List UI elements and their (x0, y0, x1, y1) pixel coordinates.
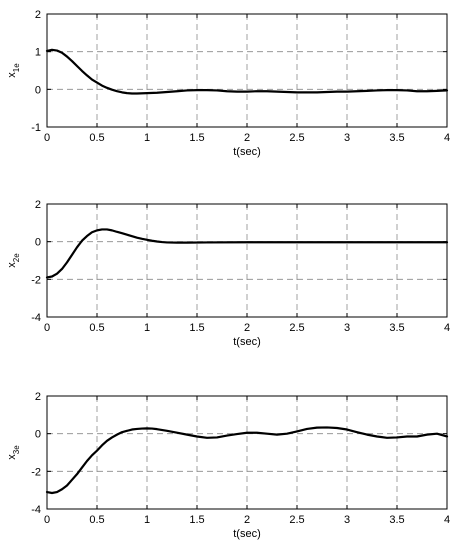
x-tick-label: 1.5 (189, 514, 204, 526)
x-tick-label: 4 (444, 322, 450, 334)
plot-area-2 (47, 204, 447, 317)
x-tick-label: 4 (444, 132, 450, 144)
y-tick-label: -2 (31, 274, 41, 286)
plot-area-3 (47, 396, 447, 509)
plot-area-1 (47, 14, 447, 127)
x-tick-label: 2 (244, 514, 250, 526)
subplot-2: 0 0.5 1 1.5 2 2.5 3 3.5 4 -4 -2 0 2 t(sec) x2e (6, 199, 450, 348)
y-tick-label: 2 (35, 9, 41, 21)
y-axis-label-main: x (6, 262, 18, 268)
x-axis-label: t(sec) (233, 528, 261, 540)
x-tick-label: 1 (144, 514, 150, 526)
subplot-3: 0 0.5 1 1.5 2 2.5 3 3.5 4 -4 -2 0 2 t(sec) x3e (6, 391, 450, 540)
y-axis-label: x2e (6, 253, 21, 268)
series-line-2 (45, 228, 449, 279)
x-tick-label: 1 (144, 132, 150, 144)
x-tick-label: 0 (44, 132, 50, 144)
x-tick-label: 1.5 (189, 132, 204, 144)
y-axis-label-main: x (6, 454, 18, 460)
x-tick-label: 2.5 (289, 322, 304, 334)
x-tick-label: 3 (344, 132, 350, 144)
x-tick-label: 2.5 (289, 514, 304, 526)
x-tick-label: 2 (244, 322, 250, 334)
x-tick-label: 1.5 (189, 322, 204, 334)
y-tick-label: 0 (35, 429, 41, 441)
x-tick-label: 3.5 (389, 514, 404, 526)
y-tick-label: 1 (35, 47, 41, 59)
x-tick-label: 0.5 (89, 132, 104, 144)
series-line-1 (45, 48, 449, 95)
y-axis-label-sub: 3e (12, 445, 21, 454)
x-axis-label: t(sec) (233, 336, 261, 348)
x-tick-label: 0.5 (89, 322, 104, 334)
x-tick-label: 0.5 (89, 514, 104, 526)
y-tick-label: -2 (31, 466, 41, 478)
x-tick-label: 4 (444, 514, 450, 526)
y-tick-label: -4 (31, 312, 41, 324)
x-tick-label: 3 (344, 322, 350, 334)
y-axis-label: x1e (6, 63, 21, 78)
x-tick-label: 0 (44, 514, 50, 526)
x-tick-label: 2.5 (289, 132, 304, 144)
y-axis-label-sub: 2e (12, 253, 21, 262)
y-tick-label: -4 (31, 504, 41, 516)
y-tick-label: 0 (35, 237, 41, 249)
y-tick-label: 2 (35, 199, 41, 211)
axes-frame-1 (46, 13, 448, 128)
y-axis-label: x3e (6, 445, 21, 460)
y-axis-label-sub: 1e (12, 63, 21, 72)
series-line-3 (45, 426, 449, 495)
axes-frame-2 (46, 203, 448, 318)
x-tick-label: 2 (244, 132, 250, 144)
y-tick-label: 2 (35, 391, 41, 403)
y-axis-label-main: x (6, 72, 18, 78)
x-axis-label: t(sec) (233, 146, 261, 158)
x-tick-label: 3 (344, 514, 350, 526)
axes-frame-3 (46, 395, 448, 510)
x-tick-label: 1 (144, 322, 150, 334)
y-tick-label: 0 (35, 84, 41, 96)
x-tick-label: 3.5 (389, 132, 404, 144)
y-tick-label: -1 (31, 122, 41, 134)
x-tick-label: 0 (44, 322, 50, 334)
x-tick-label: 3.5 (389, 322, 404, 334)
